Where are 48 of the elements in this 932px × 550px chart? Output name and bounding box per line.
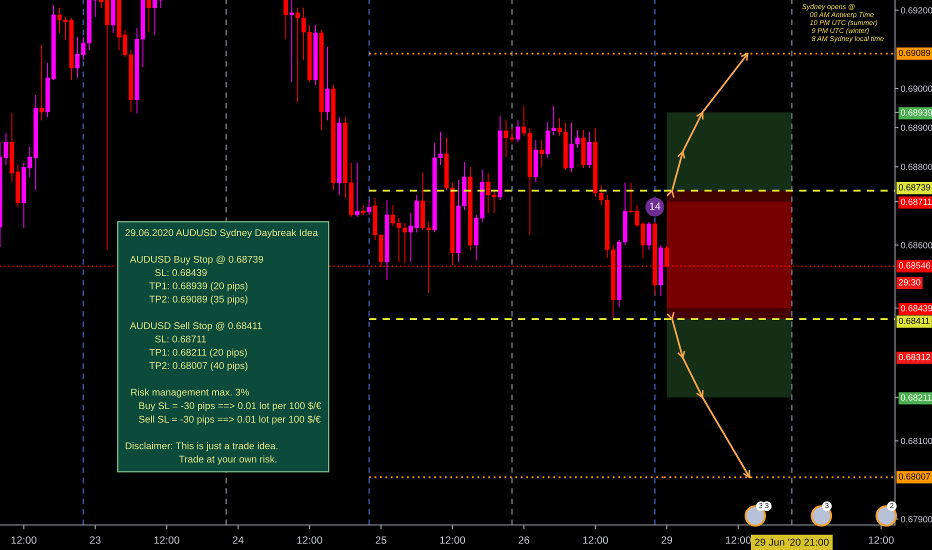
x-tick-label: 12:00 xyxy=(868,536,894,544)
candlestick xyxy=(146,0,152,32)
ref-line-label: 0.68546 xyxy=(898,262,930,269)
annotation: 29:30 xyxy=(898,279,920,286)
x-tick-label: 23 xyxy=(90,536,101,544)
data-label: 0.69089 xyxy=(898,50,930,56)
y-tick-label: 0.68939 xyxy=(900,109,932,116)
y-tick-label: 0.68211 xyxy=(900,394,932,401)
candlestick xyxy=(313,24,318,86)
y-tick-label: 0.69200 xyxy=(900,7,932,14)
candlestick xyxy=(540,140,544,168)
y-tick-label: 0.68100 xyxy=(900,438,932,444)
candlestick xyxy=(93,0,98,18)
text: 29.06.2020 AUDUSD Sydney Daybreak Idea AUDUSD Buy Stop @ 0.68739 SL: 0.68439 TP1: 0.68939 (20 pips) TP2: 0.69089 (35 pips) AUDUSD Sell Stop @ 0.68411 SL: 0.68711 TP1: 0.68211 (20 pips) TP2: 0.68007 (40 pips) Risk management max. 3% Buy SL = -30 pips ==> 0.01 lot per 100 $/€ Sell SL = -30 pips ==> 0.01 lot per 100 $/€ Disclaimer: This is just a trade idea. Trade at your own risk. xyxy=(125,229,322,464)
candlestick xyxy=(284,0,288,40)
annotation: 14 xyxy=(650,202,660,210)
y-tick-label: 0.68900 xyxy=(900,124,932,131)
candlestick xyxy=(152,0,157,36)
x-tick-label: 12:00 xyxy=(440,536,466,544)
candlestick xyxy=(290,0,294,82)
data-label: 0.68007 xyxy=(898,473,930,480)
x-tick-label: 12:00 xyxy=(297,536,322,544)
candlestick xyxy=(384,200,390,280)
data-label: 0.68739 xyxy=(898,184,930,191)
candlestick xyxy=(354,162,360,218)
ref-line-label: 29 Jun '20 21:00 xyxy=(754,538,829,546)
candlestick xyxy=(319,30,324,130)
x-tick-label: 24 xyxy=(232,536,244,544)
y-tick-label: 0.69000 xyxy=(900,85,932,92)
x-tick-label: 29 xyxy=(662,536,672,544)
candlestick xyxy=(325,46,330,120)
candlestick xyxy=(360,204,366,216)
x-tick-label: 25 xyxy=(376,536,386,544)
y-tick-label: 0.68800 xyxy=(900,164,932,170)
y-tick-label: 0.68600 xyxy=(900,242,932,248)
candlestick xyxy=(39,44,44,120)
y-tick-label: 0.68711 xyxy=(900,198,932,205)
y-tick-label: 0.68439 xyxy=(900,305,932,312)
x-tick-label: 12:00 xyxy=(154,536,180,544)
annotation: 0.68312 xyxy=(898,354,930,360)
candlestick xyxy=(158,0,163,8)
candlestick xyxy=(366,200,372,216)
data-label: 0.68411 xyxy=(898,318,930,324)
y-tick-label: 0.67900 xyxy=(900,516,932,522)
x-tick-label: 12:00 xyxy=(583,536,608,544)
x-tick-label: 12:00 xyxy=(12,536,36,544)
x-tick-label: 12:00 xyxy=(726,536,751,544)
x-tick-label: 26 xyxy=(518,536,530,544)
